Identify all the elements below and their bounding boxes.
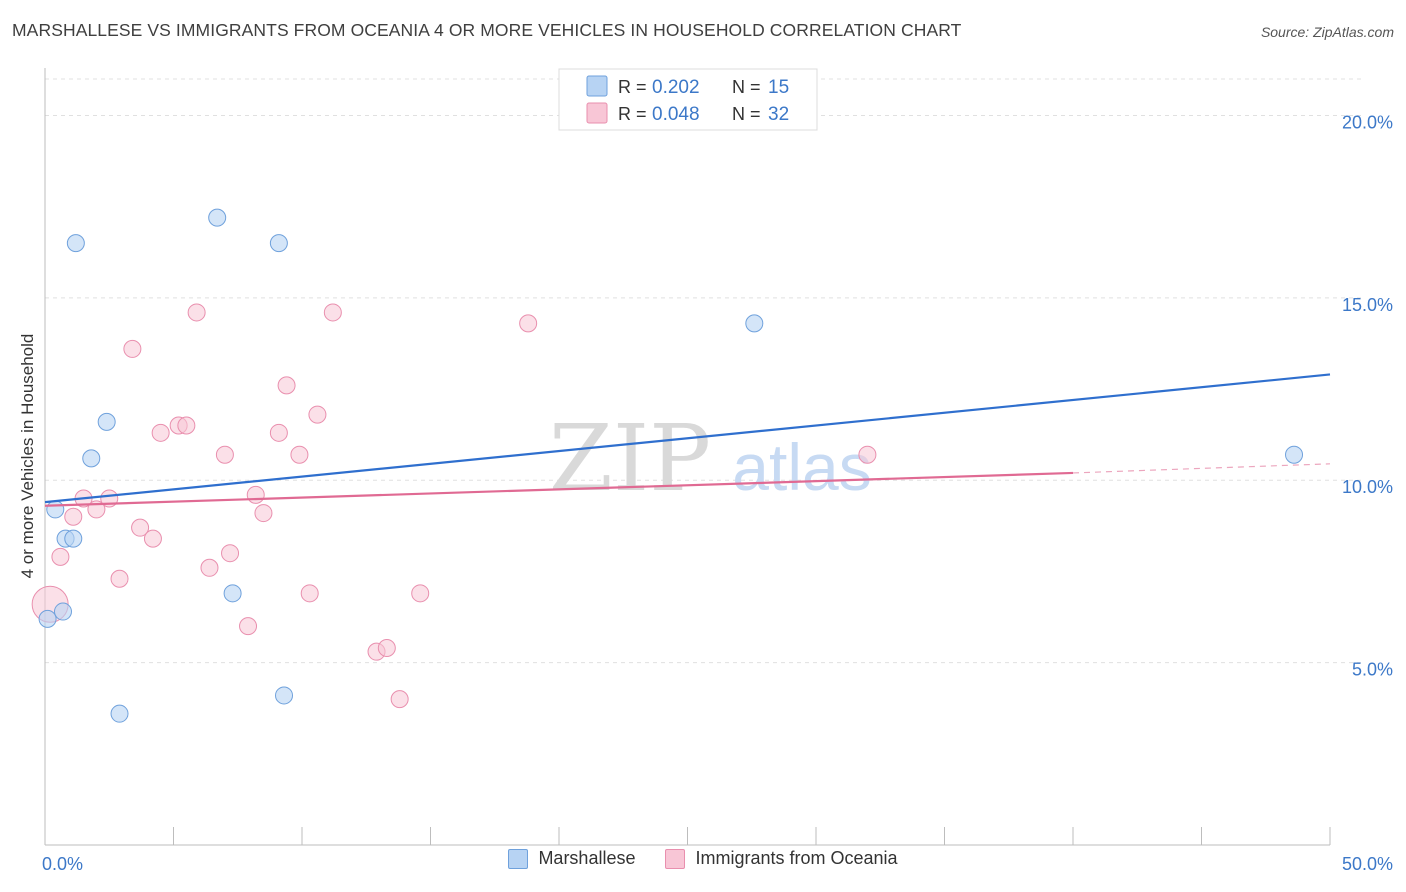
- y-axis-label: 4 or more Vehicles in Household: [18, 334, 37, 579]
- oceania-point: [254, 504, 273, 523]
- oceania-point: [411, 584, 430, 603]
- oceania-point: [51, 547, 70, 566]
- bottom-legend: Marshallese Immigrants from Oceania: [0, 848, 1406, 869]
- oceania-point: [300, 584, 319, 603]
- legend-n-label-1: N =: [732, 77, 761, 97]
- oceania-point: [151, 423, 170, 442]
- tick-labels: 5.0% 10.0% 15.0% 20.0% 0.0% 50.0%: [42, 112, 1393, 874]
- y-tick-label: 15.0%: [1342, 295, 1393, 315]
- chart-title: MARSHALLESE VS IMMIGRANTS FROM OCEANIA 4…: [12, 20, 962, 40]
- legend-swatch-oceania-bottom: [665, 848, 686, 869]
- marshallese-point: [66, 234, 85, 253]
- legend-label-marshallese: Marshallese: [538, 848, 636, 868]
- oceania-point: [239, 617, 258, 636]
- oceania-point: [277, 376, 296, 395]
- oceania-point: [308, 405, 327, 424]
- grid-lines: [45, 78, 1365, 664]
- marshallese-point: [82, 449, 101, 468]
- x-tick-label: 0.0%: [42, 854, 83, 874]
- legend-swatch-marshallese-bottom: [508, 848, 529, 869]
- legend-r-label-1: R =: [618, 77, 647, 97]
- oceania-point: [143, 529, 162, 548]
- oceania-point: [200, 558, 219, 577]
- legend-r-value-2: 0.048: [652, 104, 700, 125]
- marshallese-point: [46, 500, 65, 519]
- oceania-point: [390, 690, 409, 709]
- legend-swatch-marshallese: [586, 75, 608, 97]
- marshallese-point: [38, 609, 57, 628]
- oceania-point: [377, 639, 396, 658]
- legend-n-label-2: N =: [732, 104, 761, 124]
- oceania-trend-line-extension: [1072, 463, 1331, 474]
- marshallese-point: [269, 234, 288, 253]
- oceania-point: [187, 303, 206, 322]
- marshallese-trend-line: [44, 373, 1331, 504]
- oceania-point: [858, 445, 877, 464]
- oceania-point: [246, 485, 265, 504]
- marshallese-point: [745, 314, 764, 333]
- marshallese-point: [1285, 445, 1304, 464]
- source-label: Source: ZipAtlas.com: [1260, 24, 1394, 40]
- legend-n-value-1: 15: [768, 77, 789, 98]
- series-marshallese-points: [38, 208, 1304, 723]
- oceania-trend-line: [44, 471, 1074, 507]
- legend-r-value-1: 0.202: [652, 77, 700, 98]
- legend-r-label-2: R =: [618, 104, 647, 124]
- watermark-atlas: atlas: [732, 430, 871, 504]
- legend-label-oceania: Immigrants from Oceania: [695, 848, 898, 868]
- y-tick-label: 5.0%: [1352, 660, 1393, 680]
- marshallese-point: [275, 686, 294, 705]
- oceania-point: [519, 314, 538, 333]
- x-tick-label: 50.0%: [1342, 854, 1393, 874]
- trend-lines: [44, 373, 1331, 507]
- marshallese-point: [97, 412, 116, 431]
- oceania-point: [177, 416, 196, 435]
- marshallese-point: [110, 704, 129, 723]
- marshallese-point: [208, 208, 227, 227]
- watermark-zip: ZIP: [549, 405, 711, 512]
- oceania-point: [221, 544, 240, 563]
- marshallese-point: [53, 602, 72, 621]
- oceania-point: [269, 423, 288, 442]
- y-tick-label: 20.0%: [1342, 112, 1393, 132]
- marshallese-point: [223, 584, 242, 603]
- oceania-point: [290, 445, 309, 464]
- axes: [44, 68, 1331, 846]
- y-tick-label: 10.0%: [1342, 477, 1393, 497]
- oceania-point: [131, 518, 150, 537]
- legend-n-value-2: 32: [768, 104, 789, 125]
- series-oceania-points: [31, 303, 877, 709]
- legend-item-oceania: Immigrants from Oceania: [665, 848, 898, 869]
- oceania-point: [64, 507, 83, 526]
- marshallese-point: [64, 529, 83, 548]
- legend: R = 0.202 N = 15 R = 0.048 N = 32: [558, 68, 818, 131]
- oceania-point: [110, 569, 129, 588]
- oceania-point: [123, 339, 142, 358]
- legend-item-marshallese: Marshallese: [508, 848, 635, 869]
- legend-swatch-oceania: [586, 102, 608, 124]
- oceania-point: [323, 303, 342, 322]
- oceania-point: [215, 445, 234, 464]
